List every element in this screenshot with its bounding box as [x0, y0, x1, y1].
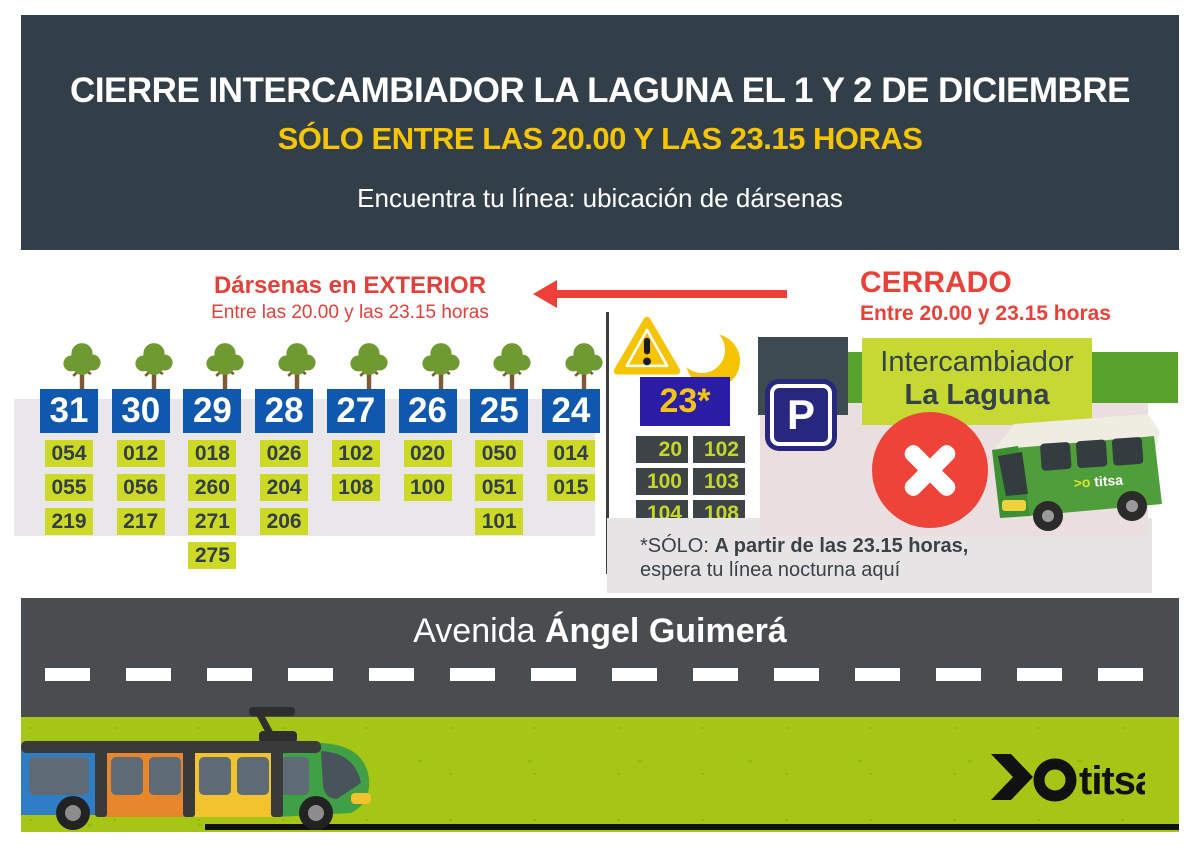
line-chip: 217	[116, 508, 165, 535]
line-chip: 056	[116, 474, 165, 501]
closed-title: CERRADO	[860, 266, 1012, 299]
warning-triangle-icon	[613, 316, 681, 375]
bay-column: 28 026 204 206	[255, 340, 316, 576]
line-chip: 020	[403, 440, 452, 467]
bay-column: 24 014 015	[541, 340, 603, 576]
bay-column: 27 102 108	[326, 340, 388, 576]
bay-number: 31	[40, 389, 98, 433]
bay-number: 27	[326, 389, 385, 433]
line-chip: 054	[45, 440, 93, 467]
bay-column: 26 020 100	[398, 340, 460, 576]
closed-cross-icon	[872, 412, 988, 528]
footnote-text: *SÓLO: A partir de las 23.15 horas, espe…	[640, 534, 1152, 582]
line-chip: 260	[188, 474, 237, 501]
closed-subtitle: Entre 20.00 y 23.15 horas	[860, 302, 1111, 325]
footnote-bold: A partir de las 23.15 horas,	[714, 535, 969, 557]
parking-sign-icon: P	[765, 379, 837, 451]
bay-column: 31 054 055 219	[40, 340, 101, 576]
bay-column: 30 012 056 217	[111, 340, 173, 576]
tree-icon	[493, 343, 531, 391]
ground-line	[205, 824, 1179, 830]
road-name-bold: Ángel Guimerá	[544, 612, 787, 650]
exterior-subtitle: Entre las 20.00 y las 23.15 horas	[211, 302, 489, 323]
night-line-chip: 20	[636, 436, 688, 463]
tree-icon	[565, 343, 603, 391]
masthead: CIERRE INTERCAMBIADOR LA LAGUNA EL 1 Y 2…	[21, 15, 1179, 250]
parking-letter: P	[770, 384, 832, 446]
tree-icon	[421, 343, 460, 391]
bay-number: 30	[111, 389, 170, 433]
night-lines: 20 102 100 103 104 108	[636, 436, 746, 527]
station-sign: Intercambiador La Laguna	[862, 338, 1092, 425]
bay-number: 29	[183, 389, 242, 433]
line-chip: 050	[475, 440, 524, 467]
line-chip: 026	[260, 440, 309, 467]
line-chip: 015	[546, 474, 595, 501]
bay-column: 29 018 260 271 275	[183, 340, 244, 576]
night-line-chip: 103	[693, 468, 745, 495]
titsa-logo: titsa	[991, 754, 1145, 803]
tram-icon	[21, 707, 371, 830]
bays-row: 31 054 055 219 30 012 056 217 29 018 260 271 275 2…	[40, 340, 603, 576]
bay-number: 26	[398, 389, 457, 433]
road-name-regular: Avenida	[413, 612, 545, 650]
tree-icon	[63, 343, 101, 391]
tree-icon	[278, 343, 316, 391]
moon-icon	[680, 330, 740, 388]
page-tagline: Encuentra tu línea: ubicación de dársena…	[357, 183, 843, 213]
footnote-line2: espera tu línea nocturna aquí	[640, 559, 901, 581]
road-name: Avenida Ángel Guimerá	[21, 598, 1179, 651]
footnote-prefix: *SÓLO:	[640, 535, 715, 557]
line-chip: 101	[475, 508, 524, 535]
svg-text:>o titsa: >o titsa	[1073, 472, 1124, 491]
tree-icon	[135, 343, 173, 391]
night-line-chip: 100	[636, 468, 688, 495]
line-chip: 108	[331, 474, 380, 501]
bay-number: 25	[470, 389, 529, 433]
line-chip: 271	[188, 508, 237, 535]
line-chip: 051	[475, 474, 524, 501]
line-chip: 275	[188, 542, 237, 569]
night-line-chip: 102	[693, 436, 745, 463]
night-bay-number: 23*	[640, 377, 730, 426]
line-chip: 100	[403, 474, 452, 501]
brand-text: titsa	[1079, 759, 1145, 803]
page-title: CIERRE INTERCAMBIADOR LA LAGUNA EL 1 Y 2…	[70, 71, 1130, 110]
section-divider	[606, 312, 609, 574]
line-chip: 102	[331, 440, 380, 467]
page-subtitle: SÓLO ENTRE LAS 20.00 Y LAS 23.15 HORAS	[277, 121, 923, 156]
line-chip: 055	[45, 474, 93, 501]
line-chip: 204	[260, 474, 309, 501]
station-name-line1: Intercambiador	[880, 346, 1074, 378]
arrow-shaft	[551, 290, 787, 298]
exterior-title: Dársenas en EXTERIOR	[213, 272, 487, 299]
bay-number: 28	[255, 389, 314, 433]
bay-column: 25 050 051 101	[470, 340, 531, 576]
line-chip: 012	[116, 440, 165, 467]
left-arrow-icon	[533, 280, 787, 308]
road-band: Avenida Ángel Guimerá	[21, 598, 1179, 717]
tree-icon	[350, 343, 388, 391]
line-chip: 219	[45, 508, 93, 535]
line-chip: 018	[188, 440, 237, 467]
bay-number: 24	[541, 389, 600, 433]
line-chip: 206	[260, 508, 309, 535]
line-chip: 014	[546, 440, 595, 467]
station-name-line2: La Laguna	[904, 379, 1050, 411]
lane-markings	[45, 668, 1155, 681]
tree-icon	[206, 343, 244, 391]
bus-icon: >o titsa	[992, 414, 1162, 531]
